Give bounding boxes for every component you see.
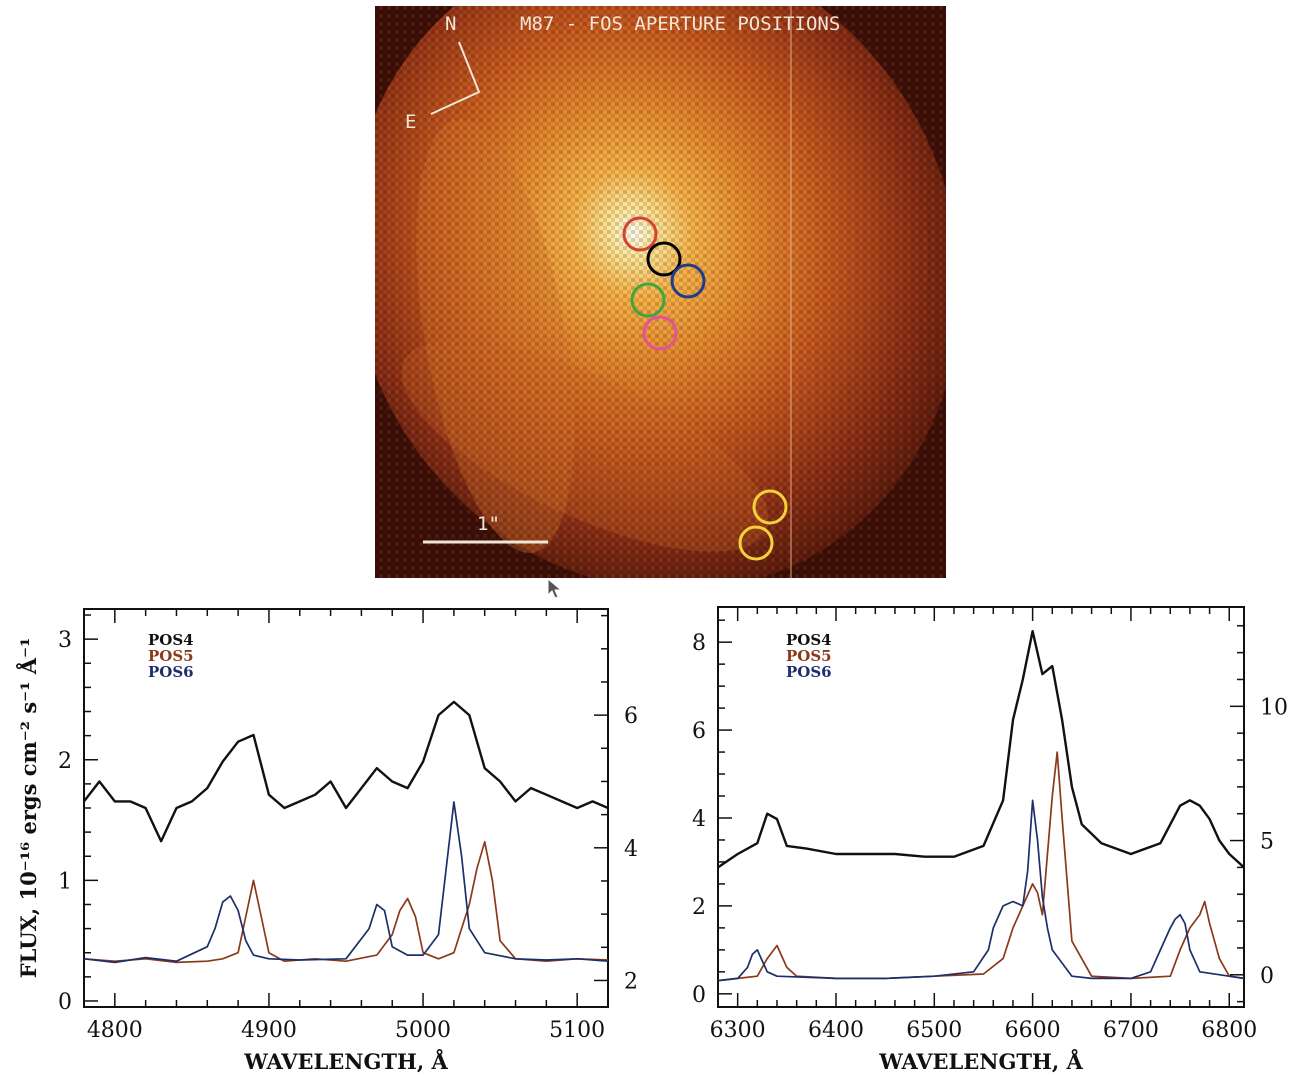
series-line-pos4 [83,700,609,843]
y-right-tick-label: 2 [624,969,638,994]
aperture-circle [646,241,682,277]
mouse-pointer-icon [547,578,563,599]
aperture-image: M87 - FOS APERTURE POSITIONS N E 1" [349,0,961,591]
compass-north-label: N [445,13,456,35]
x-axis-label: WAVELENGTH, Å [243,1049,448,1073]
y-axis-label: FLUX, 10⁻¹⁶ ergs cm⁻² s⁻¹ Å⁻¹ [16,638,41,979]
plot-frame [717,606,1245,1008]
y-right-tick-label: 0 [1260,964,1274,989]
series-line-pos5 [83,840,609,964]
x-tick-label: 6400 [808,1018,864,1043]
blue-spectrum-chart: 4800 4900 5000 5100 0 1 2 3 2 4 6 POS4 POS5 POS6 WAVEL… [0,595,640,1074]
y-left-tick-label: 8 [692,631,706,656]
legend-entry: POS6 [148,663,194,681]
aperture-image-panel: M87 - FOS APERTURE POSITIONS N E 1" [349,0,961,591]
series-line-pos6 [83,801,609,964]
y-right-tick-label: 5 [1260,830,1274,855]
x-tick-label: 5000 [395,1018,451,1043]
scale-bar-label: 1" [477,513,500,535]
red-spectrum-chart: 6300 6400 6500 6600 6700 6800 0 2 4 6 8 0 5 10 POS4 POS… [660,595,1299,1074]
legend-entry: POS6 [786,663,832,681]
x-tick-label: 6500 [906,1018,962,1043]
red-spectrum-plot: 6300 6400 6500 6600 6700 6800024680510POS4POS… [692,606,1288,1074]
y-left-tick-label: 4 [692,807,706,832]
x-tick-label: 4900 [241,1018,297,1043]
x-tick-label: 6300 [710,1018,766,1043]
y-left-tick-label: 1 [58,869,72,894]
aperture-circle [738,525,774,561]
aperture-circle [752,489,788,525]
aperture-circle [642,315,678,351]
x-tick-label: 6600 [1005,1018,1061,1043]
legend-entry: POS4 [786,631,832,649]
legend-entry: POS5 [786,647,832,665]
y-left-tick-label: 2 [692,895,706,920]
aperture-circle [622,216,658,252]
y-right-tick-label: 6 [624,704,638,729]
y-left-tick-label: 3 [58,628,72,653]
aperture-circle [630,282,666,318]
series-line-pos4 [717,630,1245,869]
x-tick-label: 6700 [1103,1018,1159,1043]
compass-east-label: E [405,111,416,133]
aperture-circle [670,263,706,299]
y-right-tick-label: 4 [624,837,638,862]
y-left-tick-label: 0 [58,990,72,1015]
y-right-tick-label: 10 [1260,695,1288,720]
y-left-tick-label: 0 [692,983,706,1008]
aperture-markers [622,216,788,561]
y-left-tick-label: 2 [58,749,72,774]
image-title: M87 - FOS APERTURE POSITIONS [520,13,840,35]
compass-arrows [430,41,481,115]
series-line-pos5 [717,751,1245,982]
legend-entry: POS4 [148,631,194,649]
y-left-tick-label: 6 [692,719,706,744]
legend-entry: POS5 [148,647,194,665]
x-tick-label: 4800 [87,1018,143,1043]
x-tick-label: 5100 [549,1018,605,1043]
x-axis-label: WAVELENGTH, Å [878,1049,1083,1073]
series-line-pos6 [717,799,1245,982]
x-tick-label: 6800 [1201,1018,1257,1043]
